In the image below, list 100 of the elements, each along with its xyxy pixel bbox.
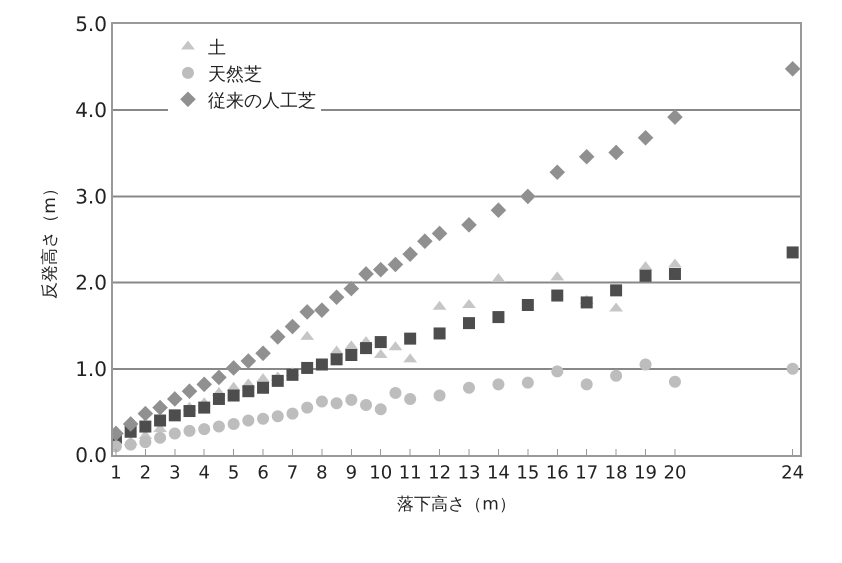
point (610, 284, 622, 296)
point (301, 402, 314, 414)
point (228, 390, 240, 402)
x-tick-label: 10 (369, 462, 392, 484)
x-axis-title: 落下高さ（m） (397, 494, 516, 514)
x-tick-label: 9 (346, 462, 358, 484)
x-tick-label: 4 (198, 462, 210, 484)
point (240, 353, 256, 369)
point (124, 438, 137, 451)
x-tick-label: 12 (428, 462, 452, 484)
point (360, 399, 372, 411)
point (122, 416, 138, 432)
legend-label: 従来の人工芝 (208, 90, 316, 112)
y-tick-label: 5.0 (75, 12, 107, 36)
legend-label: 天然芝 (208, 64, 262, 85)
point (549, 164, 566, 180)
point (138, 406, 154, 422)
point (358, 266, 374, 282)
point (404, 332, 416, 345)
point (314, 302, 330, 318)
point (255, 345, 271, 362)
x-tick-label: 20 (664, 462, 686, 484)
point (286, 408, 298, 420)
point (608, 144, 624, 160)
x-tick-label: 5 (228, 462, 240, 484)
point (328, 289, 344, 306)
point (257, 382, 270, 394)
y-tick-label: 3.0 (75, 184, 107, 208)
point (434, 327, 446, 340)
y-tick-label: 1.0 (75, 356, 107, 381)
point (212, 420, 225, 433)
point (668, 268, 681, 280)
point (284, 318, 300, 334)
point (154, 414, 166, 427)
point (404, 392, 416, 405)
point (228, 418, 240, 430)
point (330, 353, 343, 366)
y-axis-title: 反発高さ（m） (40, 180, 60, 299)
y-tick-label: 2.0 (75, 270, 107, 295)
point (388, 256, 404, 272)
point (417, 233, 433, 250)
point (152, 400, 168, 416)
point (374, 336, 387, 348)
point (522, 299, 534, 312)
point (257, 412, 270, 425)
x-tick-label: 15 (516, 462, 540, 484)
y-tick-label: 4.0 (75, 98, 107, 122)
point (580, 378, 593, 390)
point (166, 391, 183, 407)
point (640, 270, 652, 282)
point (463, 382, 475, 394)
point (168, 427, 181, 440)
point (786, 362, 799, 375)
point (299, 304, 315, 320)
point (402, 246, 418, 262)
x-tick-label: 1 (110, 462, 122, 484)
point (226, 360, 242, 376)
point (316, 396, 328, 408)
point (198, 402, 210, 414)
x-tick-label: 3 (169, 462, 181, 484)
point (786, 246, 799, 258)
point (784, 61, 800, 77)
point (139, 436, 152, 448)
point (432, 226, 448, 242)
point (461, 217, 477, 233)
point (212, 392, 225, 405)
point (372, 262, 389, 278)
point (522, 376, 534, 389)
point (316, 358, 328, 370)
point (638, 130, 654, 146)
point (434, 390, 446, 402)
point (667, 109, 683, 125)
point (198, 423, 210, 436)
point (389, 386, 402, 399)
point (182, 383, 198, 400)
x-tick-label: 14 (486, 462, 510, 484)
point (344, 280, 360, 296)
x-tick-label: 11 (398, 462, 422, 484)
point (242, 385, 254, 398)
point (286, 368, 298, 381)
point (668, 376, 681, 388)
point (374, 403, 387, 416)
point (168, 409, 181, 422)
point (345, 394, 358, 406)
point (551, 365, 564, 378)
x-tick-label: 17 (575, 462, 598, 484)
point (211, 370, 227, 386)
point (196, 376, 212, 392)
x-tick-label: 8 (316, 462, 328, 484)
x-tick-label: 18 (604, 462, 628, 484)
point (578, 148, 594, 165)
point (330, 397, 343, 410)
point (463, 317, 475, 330)
point (184, 405, 196, 418)
x-tick-label: 7 (286, 462, 298, 484)
point (580, 296, 593, 308)
x-tick-label: 16 (546, 462, 569, 484)
point (492, 378, 504, 390)
legend-label: 土 (208, 38, 226, 59)
point (360, 342, 372, 354)
